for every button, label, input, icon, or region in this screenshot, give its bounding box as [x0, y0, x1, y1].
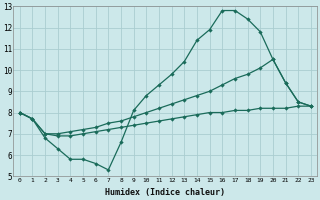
X-axis label: Humidex (Indice chaleur): Humidex (Indice chaleur)	[105, 188, 225, 197]
